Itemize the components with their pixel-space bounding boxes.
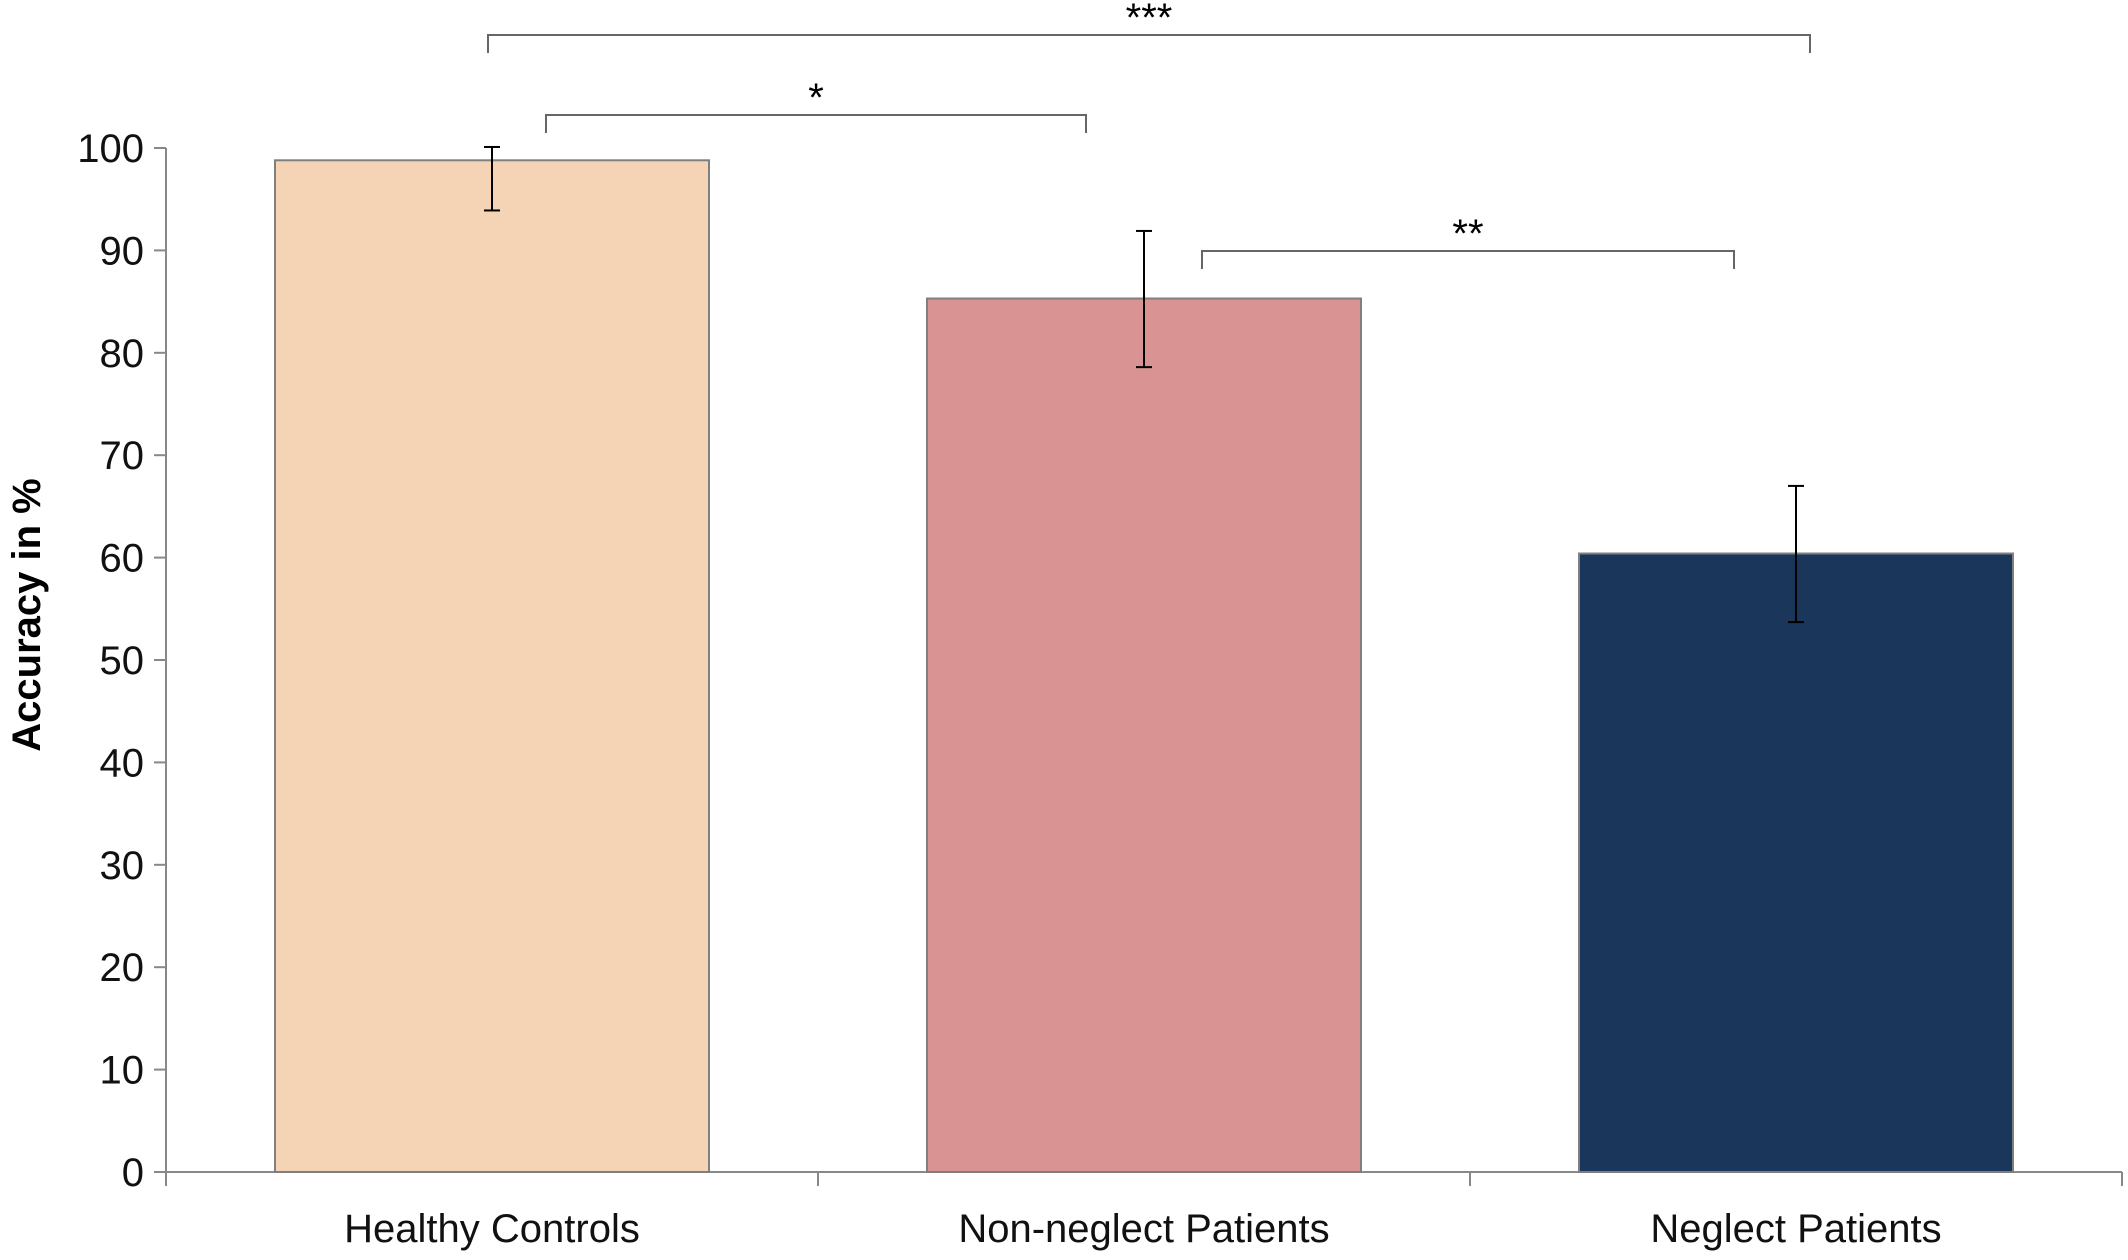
y-tick-label: 60 (100, 537, 145, 581)
y-tick-label: 20 (100, 946, 145, 990)
error-bars (484, 145, 1804, 624)
y-tick-label: 0 (122, 1151, 144, 1195)
significance-label: *** (1126, 0, 1173, 40)
y-tick-label: 90 (100, 229, 145, 273)
axes: 0 10 20 30 40 50 60 70 80 90 100 Healthy Controls No… (77, 127, 2123, 1251)
y-tick-label: 50 (100, 639, 145, 683)
bar (926, 297, 1362, 1173)
bar (274, 159, 710, 1173)
y-tick-label: 100 (77, 127, 144, 171)
y-tick-label: 70 (100, 434, 145, 478)
significance-bracket (487, 34, 1811, 53)
significance-bracket (1201, 250, 1735, 269)
bar (1578, 552, 2014, 1173)
y-axis-title: Accuracy in % (5, 478, 49, 751)
significance-label: ** (1452, 212, 1483, 256)
y-tick-label: 80 (100, 332, 145, 376)
x-tick-label: Healthy Controls (344, 1207, 640, 1251)
y-tick-label: 40 (100, 741, 145, 785)
significance-bracket (545, 114, 1087, 133)
y-tick-label: 30 (100, 844, 145, 888)
bars (274, 159, 2014, 1173)
y-tick-label: 10 (100, 1049, 145, 1093)
significance-label: * (808, 76, 824, 120)
x-tick-label: Non-neglect Patients (958, 1207, 1329, 1251)
significance-brackets: ****** (487, 0, 1811, 269)
x-tick-label: Neglect Patients (1650, 1207, 1941, 1251)
